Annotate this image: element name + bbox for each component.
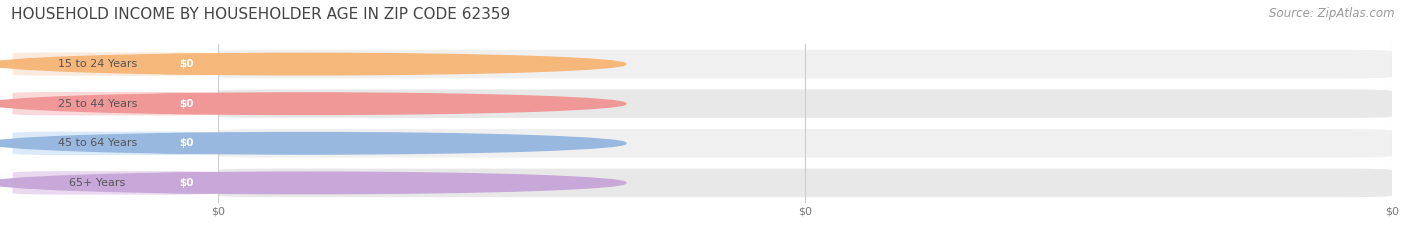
FancyBboxPatch shape <box>13 52 218 76</box>
Text: 45 to 64 Years: 45 to 64 Years <box>58 138 138 148</box>
FancyBboxPatch shape <box>218 89 1392 118</box>
Circle shape <box>0 93 626 114</box>
Text: 65+ Years: 65+ Years <box>69 178 125 188</box>
FancyBboxPatch shape <box>13 92 218 115</box>
Text: $0: $0 <box>179 138 194 148</box>
FancyBboxPatch shape <box>157 54 215 75</box>
Text: $0: $0 <box>179 99 194 109</box>
FancyBboxPatch shape <box>13 171 218 195</box>
Circle shape <box>0 133 626 154</box>
Text: $0: $0 <box>179 178 194 188</box>
Circle shape <box>0 172 626 194</box>
FancyBboxPatch shape <box>157 133 215 154</box>
Text: Source: ZipAtlas.com: Source: ZipAtlas.com <box>1270 7 1395 20</box>
Text: 15 to 24 Years: 15 to 24 Years <box>58 59 138 69</box>
FancyBboxPatch shape <box>157 93 215 114</box>
Text: 25 to 44 Years: 25 to 44 Years <box>58 99 138 109</box>
Text: HOUSEHOLD INCOME BY HOUSEHOLDER AGE IN ZIP CODE 62359: HOUSEHOLD INCOME BY HOUSEHOLDER AGE IN Z… <box>11 7 510 22</box>
Circle shape <box>0 53 626 75</box>
FancyBboxPatch shape <box>157 172 215 193</box>
FancyBboxPatch shape <box>218 129 1392 158</box>
FancyBboxPatch shape <box>218 50 1392 78</box>
FancyBboxPatch shape <box>13 132 218 155</box>
FancyBboxPatch shape <box>218 169 1392 197</box>
Text: $0: $0 <box>179 59 194 69</box>
